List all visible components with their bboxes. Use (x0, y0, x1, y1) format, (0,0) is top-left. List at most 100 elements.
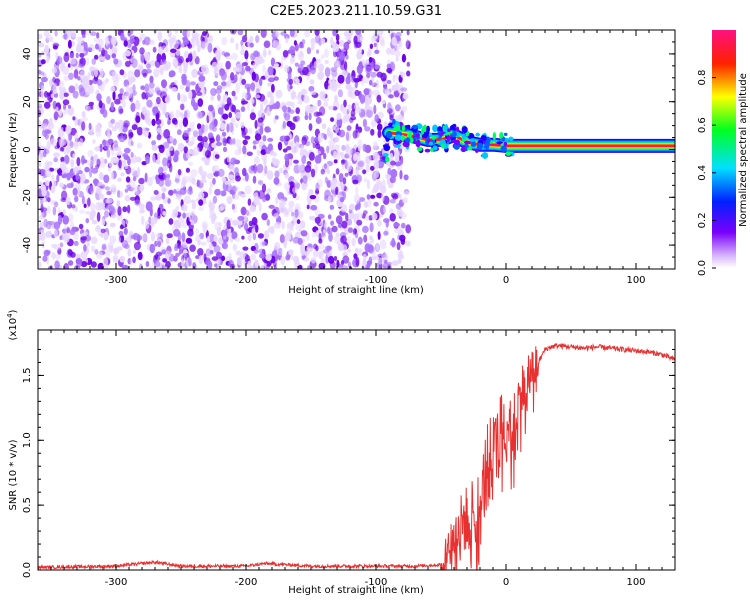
spectrogram-x-ticks: -300 -200 -100 0 100 (50, 30, 676, 286)
spectrogram-noise-blob (190, 169, 198, 177)
spectrogram-noise-blob (342, 177, 347, 185)
spectrogram-noise-blob (163, 129, 171, 139)
spectrogram-noise-blob (247, 198, 252, 206)
spectrogram-noise-blob (188, 211, 193, 222)
spectrogram-noise-blob (146, 99, 153, 108)
spectrogram-noise-blob (90, 202, 96, 212)
spectrogram-noise-blob (51, 67, 58, 74)
spectrogram-signal-blob (432, 145, 438, 151)
spectrogram-noise-blob (358, 248, 363, 256)
spectrogram-noise-blob (280, 135, 287, 141)
spectrogram-noise-blob (197, 98, 204, 107)
spectrogram-noise-blob (214, 221, 222, 231)
spectrogram-noise-blob (53, 111, 59, 121)
spectrogram-noise-blob (147, 176, 153, 187)
spectrogram-noise-blob (395, 31, 402, 38)
spectrogram-noise-blob (203, 140, 208, 149)
spectrogram-noise-blob (340, 235, 347, 244)
spectrogram-noise-blob (292, 236, 300, 244)
spectrogram-noise-blob (97, 122, 101, 133)
spectrogram-noise-blob (38, 119, 42, 129)
spectrogram-noise-blob (191, 37, 195, 43)
spectrogram-noise-blob (161, 186, 167, 193)
spectrogram-noise-blob (53, 89, 57, 95)
spectrogram-noise-blob (45, 250, 51, 255)
spectrogram-noise-blob (296, 115, 301, 122)
spectrogram-noise-blob (89, 185, 93, 193)
spectrogram-noise-blob (295, 107, 301, 115)
spectrogram-noise-blob (47, 220, 55, 226)
spectrogram-noise-blob (164, 250, 172, 258)
spectrogram-noise-blob (328, 79, 332, 84)
spectrogram-noise-blob (183, 68, 187, 74)
spectrogram-noise-blob (263, 40, 271, 48)
spectrogram-noise-blob (347, 104, 352, 112)
spectrogram-noise-blob (77, 36, 85, 45)
spectrogram-noise-blob (149, 75, 154, 84)
spectrogram-noise-blob (240, 106, 246, 112)
spectrogram-noise-blob (53, 157, 58, 163)
spectrogram-noise-blob (401, 56, 407, 62)
spectrogram-noise-blob (112, 71, 116, 78)
spectrogram-noise-blob (355, 30, 362, 35)
spectrogram-noise-blob (335, 168, 340, 175)
spectrogram-noise-blob (372, 151, 380, 162)
spectrogram-noise-blob (124, 164, 129, 170)
spectrogram-noise-blob (196, 91, 203, 97)
spectrogram-noise-blob (219, 99, 224, 107)
spectrogram-noise-blob (75, 47, 80, 53)
spectrogram-noise-blob (117, 150, 123, 156)
spectrogram-noise-blob (399, 249, 403, 259)
spectrogram-noise-blob (146, 63, 151, 70)
spectrogram-noise-blob (234, 237, 241, 242)
snr-frame (37, 329, 676, 571)
spectrogram-noise-blob (204, 36, 210, 47)
spectrogram-noise-blob (85, 218, 90, 224)
spectrogram-noise-blob (396, 242, 401, 251)
spectrogram-noise-blob (328, 138, 336, 147)
spectrogram-noise-blob (163, 171, 168, 181)
spectrogram-noise-blob (38, 42, 45, 48)
spectrogram-noise-blob (144, 220, 150, 230)
spectrogram-noise-blob (303, 95, 310, 104)
spectrogram-noise-blob (309, 195, 317, 200)
spectrogram-noise-blob (302, 66, 309, 76)
spectrogram-noise-blob (266, 219, 270, 227)
spectrogram-noise-blob (41, 123, 48, 130)
spectrogram-noise-blob (288, 158, 293, 167)
spectrogram-noise-blob (190, 199, 196, 204)
spectrogram-signal-blob (464, 140, 471, 145)
spectrogram-noise-blob (334, 124, 340, 134)
spectrogram-noise-blob (257, 117, 264, 124)
spectrogram-noise-blob (54, 30, 58, 37)
spectrogram-noise-blob (250, 98, 255, 104)
spectrogram-noise-blob (330, 36, 334, 46)
spectrogram-noise-blob (366, 179, 371, 190)
spectrogram-noise-blob (263, 158, 267, 167)
spectrogram-noise-blob (86, 57, 89, 66)
spectrogram-noise-blob (372, 256, 379, 261)
spectrogram-noise-blob (286, 146, 292, 151)
spectrogram-noise-blob (181, 73, 187, 82)
spectrogram-noise-blob (287, 207, 294, 213)
spectrogram-noise-blob (105, 186, 110, 191)
spectrogram-noise-blob (169, 111, 175, 120)
spectrogram-noise-blob (217, 93, 221, 102)
spectrogram-noise-blob (264, 108, 268, 114)
spectrogram-noise-blob (351, 237, 356, 247)
spectrogram-noise-blob (382, 99, 386, 105)
spectrogram-signal-blob (480, 134, 487, 141)
spectrogram-noise-blob (266, 110, 271, 116)
spectrogram-noise-blob (41, 85, 45, 90)
spectrogram-noise-blob (343, 99, 347, 108)
x-tick-label: -200 (235, 577, 258, 588)
snr-marks (38, 342, 675, 570)
spectrogram-noise-blob (308, 112, 312, 121)
spectrogram-noise-blob (390, 160, 396, 166)
spectrogram-noise-blob (166, 173, 171, 179)
spectrogram-noise-blob (132, 256, 136, 264)
spectrogram-noise-blob (254, 94, 261, 99)
spectrogram-noise-blob (63, 92, 69, 98)
spectrogram-noise-blob (268, 49, 272, 56)
spectrogram-noise-blob (310, 204, 318, 211)
